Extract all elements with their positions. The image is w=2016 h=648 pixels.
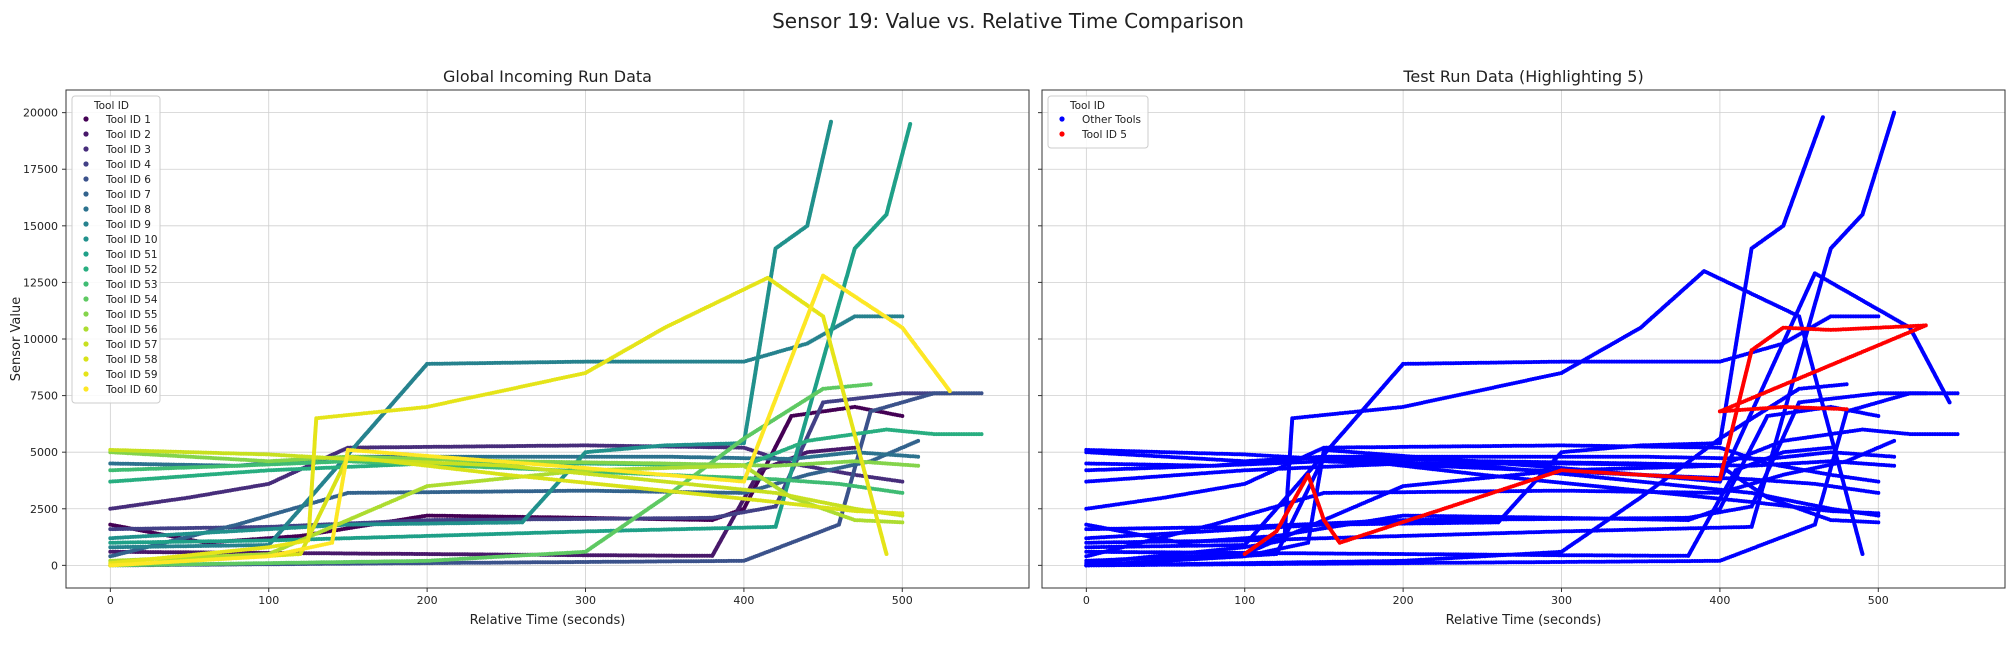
data-point [900,314,905,319]
data-point [916,438,921,443]
figure-title: Sensor 19: Value vs. Relative Time Compa… [772,9,1244,33]
scatter-points [108,119,984,568]
data-point [979,432,984,437]
data-point [916,454,921,459]
panel-title: Global Incoming Run Data [443,67,652,86]
data-point [900,479,905,484]
data-point [829,119,833,124]
data-point [900,414,905,418]
data-point [900,490,905,495]
data-point [979,391,984,396]
data-point [908,122,913,126]
